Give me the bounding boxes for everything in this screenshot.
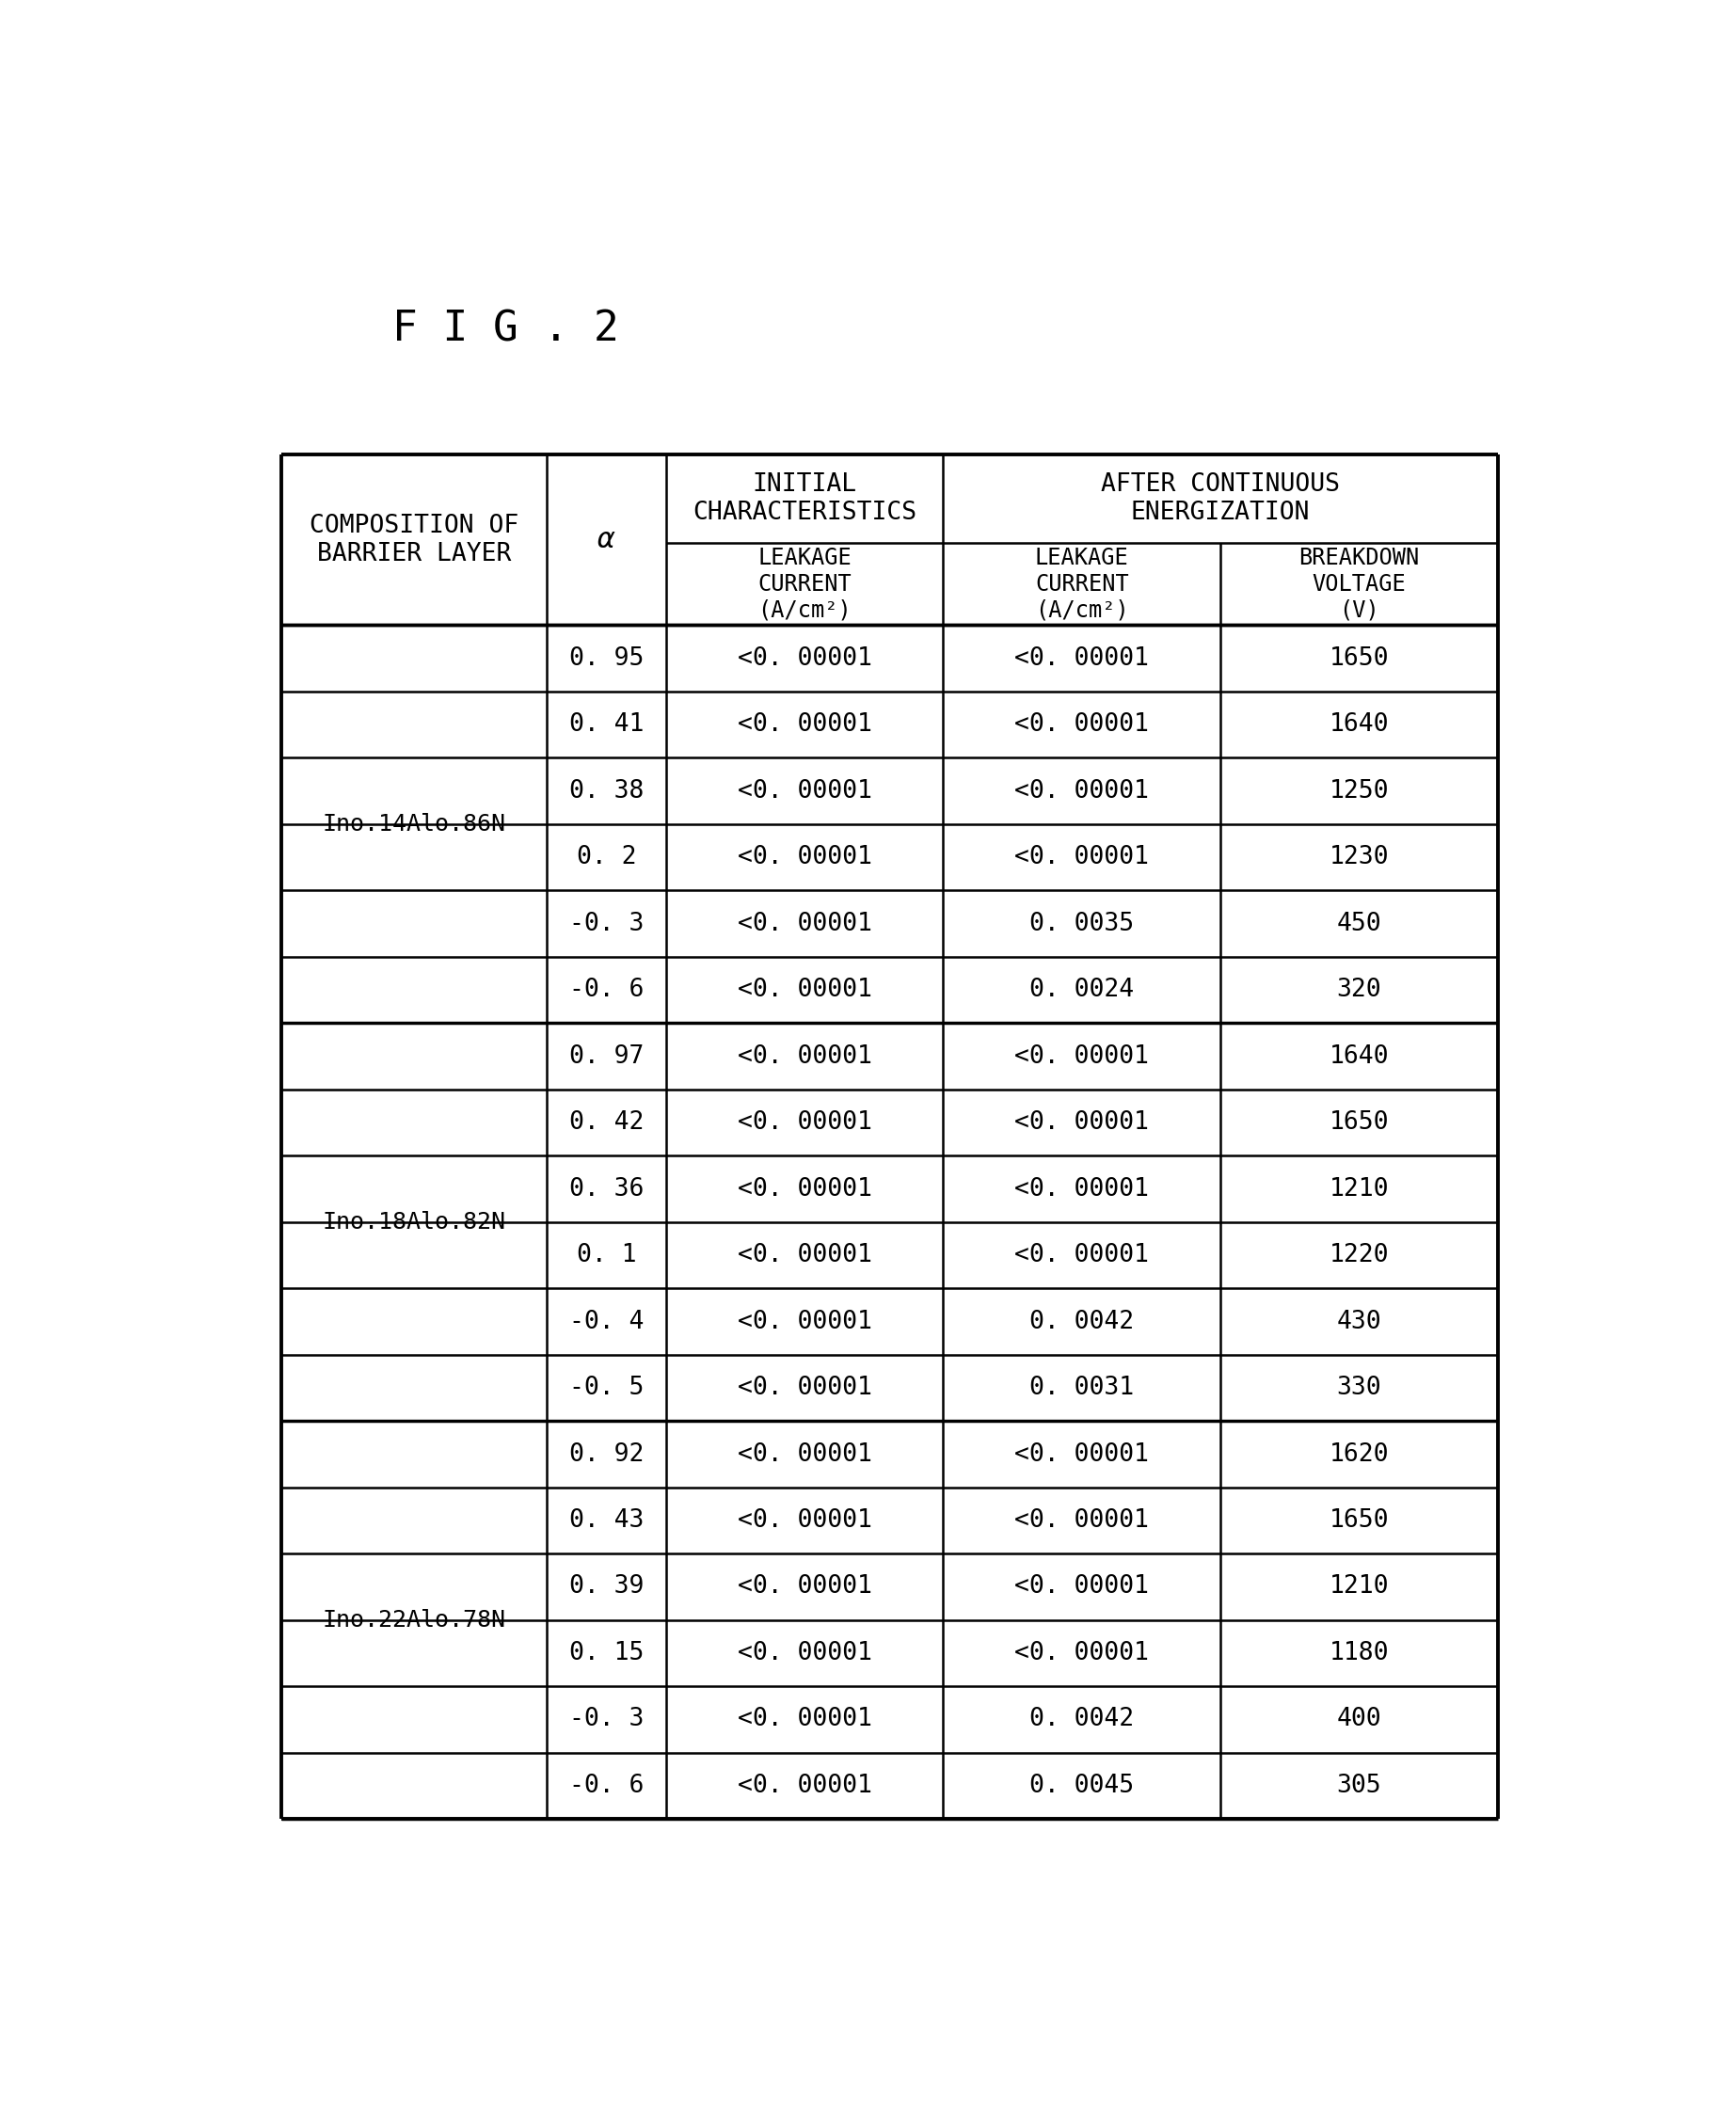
Text: 1620: 1620: [1330, 1442, 1389, 1467]
Text: 0. 97: 0. 97: [569, 1045, 644, 1068]
Text: -0. 4: -0. 4: [569, 1310, 644, 1335]
Text: 0. 2: 0. 2: [576, 845, 635, 870]
Text: 0. 39: 0. 39: [569, 1574, 644, 1600]
Text: 330: 330: [1337, 1375, 1382, 1400]
Text: 1210: 1210: [1330, 1177, 1389, 1200]
Text: <0. 00001: <0. 00001: [738, 1242, 871, 1268]
Text: α: α: [597, 526, 615, 553]
Text: -0. 5: -0. 5: [569, 1375, 644, 1400]
Text: 1180: 1180: [1330, 1642, 1389, 1665]
Text: 0. 0045: 0. 0045: [1029, 1774, 1134, 1797]
Text: 0. 43: 0. 43: [569, 1509, 644, 1532]
Text: 0. 38: 0. 38: [569, 778, 644, 803]
Text: 1640: 1640: [1330, 713, 1389, 738]
Text: 1650: 1650: [1330, 645, 1389, 671]
Text: Ino.18Alo.82N: Ino.18Alo.82N: [323, 1211, 505, 1234]
Text: <0. 00001: <0. 00001: [738, 713, 871, 738]
Text: <0. 00001: <0. 00001: [738, 1707, 871, 1732]
Text: 0. 1: 0. 1: [576, 1242, 635, 1268]
Text: <0. 00001: <0. 00001: [1014, 713, 1149, 738]
Text: <0. 00001: <0. 00001: [738, 1375, 871, 1400]
Text: <0. 00001: <0. 00001: [738, 977, 871, 1003]
Text: 1640: 1640: [1330, 1045, 1389, 1068]
Text: 0. 92: 0. 92: [569, 1442, 644, 1467]
Text: <0. 00001: <0. 00001: [738, 1774, 871, 1797]
Text: <0. 00001: <0. 00001: [738, 1045, 871, 1068]
Text: <0. 00001: <0. 00001: [1014, 645, 1149, 671]
Text: Ino.22Alo.78N: Ino.22Alo.78N: [323, 1608, 505, 1631]
Text: LEAKAGE
CURRENT
(A/cm²): LEAKAGE CURRENT (A/cm²): [1035, 547, 1128, 622]
Text: 0. 41: 0. 41: [569, 713, 644, 738]
Text: <0. 00001: <0. 00001: [738, 778, 871, 803]
Text: -0. 6: -0. 6: [569, 1774, 644, 1797]
Text: <0. 00001: <0. 00001: [738, 1177, 871, 1200]
Text: AFTER CONTINUOUS
ENERGIZATION: AFTER CONTINUOUS ENERGIZATION: [1101, 473, 1340, 526]
Text: 0. 42: 0. 42: [569, 1110, 644, 1135]
Text: 450: 450: [1337, 912, 1382, 935]
Text: 1230: 1230: [1330, 845, 1389, 870]
Text: <0. 00001: <0. 00001: [1014, 1045, 1149, 1068]
Text: 1210: 1210: [1330, 1574, 1389, 1600]
Text: <0. 00001: <0. 00001: [1014, 1442, 1149, 1467]
Text: <0. 00001: <0. 00001: [1014, 778, 1149, 803]
Text: Ino.14Alo.86N: Ino.14Alo.86N: [323, 813, 505, 834]
Text: 1250: 1250: [1330, 778, 1389, 803]
Text: 0. 95: 0. 95: [569, 645, 644, 671]
Text: INITIAL
CHARACTERISTICS: INITIAL CHARACTERISTICS: [693, 473, 917, 526]
Text: <0. 00001: <0. 00001: [738, 1642, 871, 1665]
Text: <0. 00001: <0. 00001: [1014, 1642, 1149, 1665]
Text: 0. 0024: 0. 0024: [1029, 977, 1134, 1003]
Text: 400: 400: [1337, 1707, 1382, 1732]
Text: <0. 00001: <0. 00001: [738, 1574, 871, 1600]
Text: F I G . 2: F I G . 2: [392, 309, 618, 349]
Text: 1220: 1220: [1330, 1242, 1389, 1268]
Text: 0. 0042: 0. 0042: [1029, 1310, 1134, 1335]
Text: 305: 305: [1337, 1774, 1382, 1797]
Text: <0. 00001: <0. 00001: [738, 912, 871, 935]
Text: <0. 00001: <0. 00001: [1014, 1110, 1149, 1135]
Text: 0. 0035: 0. 0035: [1029, 912, 1134, 935]
Text: <0. 00001: <0. 00001: [738, 1110, 871, 1135]
Text: <0. 00001: <0. 00001: [738, 1509, 871, 1532]
Text: <0. 00001: <0. 00001: [738, 1310, 871, 1335]
Text: LEAKAGE
CURRENT
(A/cm²): LEAKAGE CURRENT (A/cm²): [757, 547, 851, 622]
Text: <0. 00001: <0. 00001: [1014, 1574, 1149, 1600]
Text: COMPOSITION OF
BARRIER LAYER: COMPOSITION OF BARRIER LAYER: [309, 513, 519, 565]
Text: <0. 00001: <0. 00001: [738, 1442, 871, 1467]
Text: -0. 3: -0. 3: [569, 912, 644, 935]
Text: -0. 6: -0. 6: [569, 977, 644, 1003]
Text: 0. 0031: 0. 0031: [1029, 1375, 1134, 1400]
Text: <0. 00001: <0. 00001: [738, 645, 871, 671]
Text: 430: 430: [1337, 1310, 1382, 1335]
Text: <0. 00001: <0. 00001: [738, 845, 871, 870]
Text: 0. 36: 0. 36: [569, 1177, 644, 1200]
Text: 320: 320: [1337, 977, 1382, 1003]
Text: <0. 00001: <0. 00001: [1014, 1242, 1149, 1268]
Text: <0. 00001: <0. 00001: [1014, 1177, 1149, 1200]
Text: <0. 00001: <0. 00001: [1014, 845, 1149, 870]
Text: BREAKDOWN
VOLTAGE
(V): BREAKDOWN VOLTAGE (V): [1299, 547, 1420, 622]
Text: 1650: 1650: [1330, 1110, 1389, 1135]
Text: -0. 3: -0. 3: [569, 1707, 644, 1732]
Text: <0. 00001: <0. 00001: [1014, 1509, 1149, 1532]
Text: 0. 0042: 0. 0042: [1029, 1707, 1134, 1732]
Text: 0. 15: 0. 15: [569, 1642, 644, 1665]
Text: 1650: 1650: [1330, 1509, 1389, 1532]
